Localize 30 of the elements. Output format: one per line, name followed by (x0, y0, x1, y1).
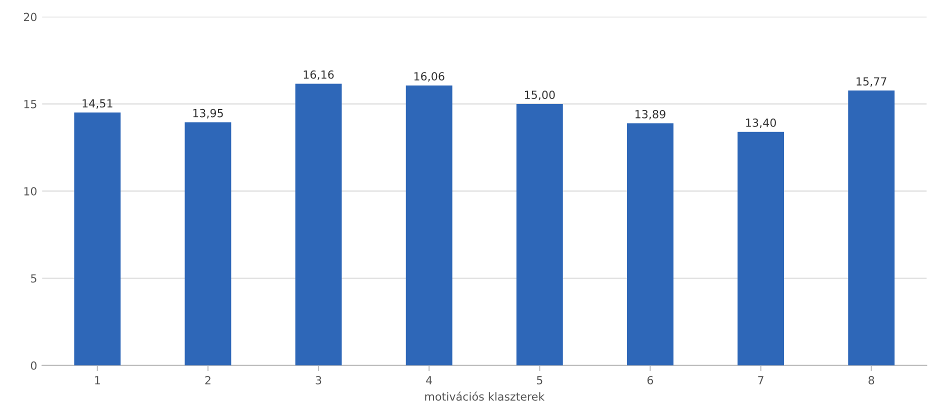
bar (406, 85, 452, 366)
x-tick-label: 2 (205, 376, 210, 384)
x-axis-title: motivációs klaszterek (425, 392, 545, 401)
x-tick-label: 3 (316, 376, 322, 384)
bar (738, 132, 784, 366)
data-label: 13,95 (193, 108, 223, 118)
data-label: 13,89 (636, 110, 666, 120)
bar (74, 112, 121, 366)
x-tick-label: 5 (536, 376, 542, 384)
x-tick-label: 8 (868, 376, 874, 384)
bar (295, 84, 342, 366)
data-label: 15,00 (524, 90, 555, 100)
data-label: 13,40 (746, 118, 776, 128)
data-label: 14,51 (82, 99, 112, 109)
bar (627, 123, 674, 366)
y-tick-label: 20 (24, 12, 37, 22)
data-label: 15,77 (856, 77, 886, 87)
x-tick-label: 1 (95, 376, 100, 384)
y-tick-label: 0 (30, 361, 37, 370)
y-tick-label: 15 (24, 100, 36, 108)
bar (516, 104, 563, 366)
bar (848, 90, 895, 366)
x-tick-label: 7 (758, 376, 764, 384)
data-label: 16,06 (414, 72, 444, 82)
x-tick-label: 4 (426, 376, 432, 384)
y-tick-label: 5 (31, 274, 36, 283)
x-tick-label: 6 (647, 376, 654, 384)
y-tick-label: 10 (24, 187, 37, 196)
data-label: 16,16 (304, 70, 334, 80)
bar (184, 122, 232, 366)
